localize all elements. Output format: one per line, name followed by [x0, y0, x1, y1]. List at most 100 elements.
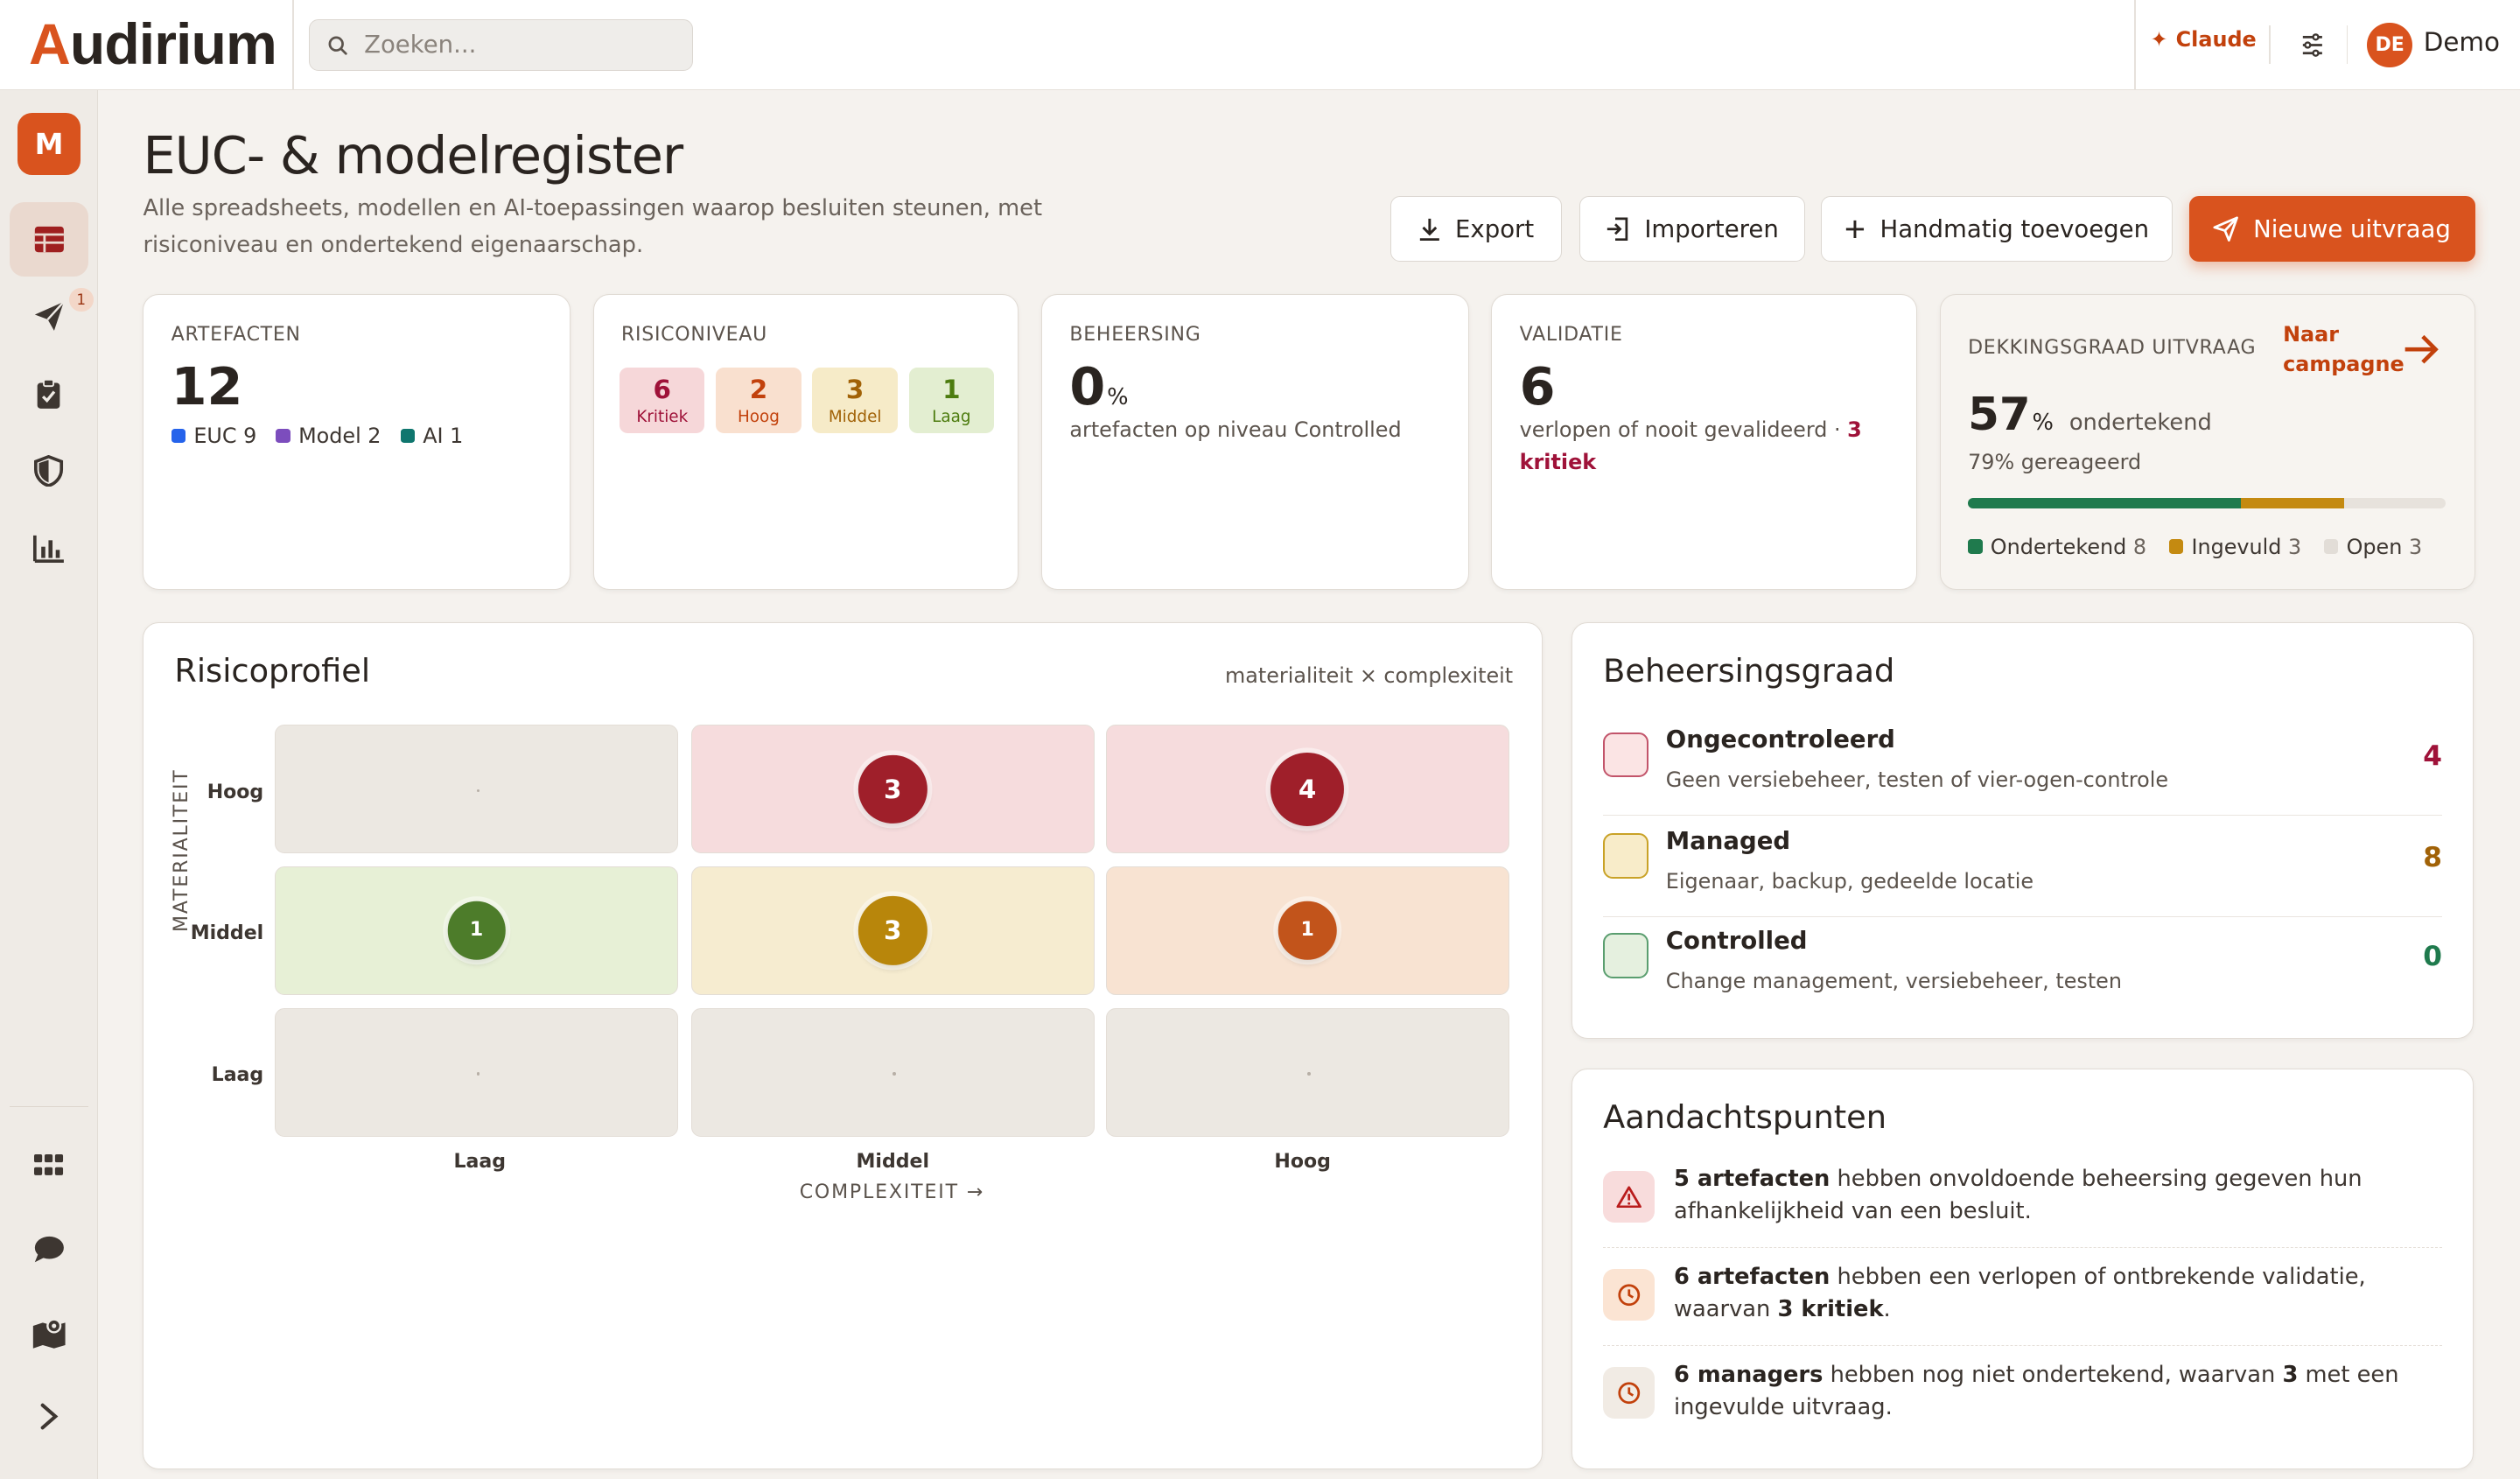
kpi-label: VALIDATIE	[1519, 324, 1623, 347]
claude-button[interactable]: ✦ Claude	[2151, 27, 2257, 52]
settings-sliders-icon[interactable]	[2301, 31, 2324, 66]
kpi-validation[interactable]: VALIDATIE 6 verlopen of nooit gevalideer…	[1491, 294, 1918, 591]
attention-text: 6 artefacten hebben een verlopen of ontb…	[1673, 1263, 2366, 1322]
map-icon	[32, 1318, 66, 1349]
page-subtitle: Alle spreadsheets, modellen en AI-toepas…	[143, 194, 1043, 258]
level-name: Managed	[1665, 827, 1791, 856]
clock-icon	[1603, 1269, 1655, 1321]
attention-item[interactable]: 6 artefacten hebben een verlopen of ontb…	[1603, 1261, 2442, 1347]
divider	[2134, 0, 2136, 90]
table-icon	[34, 226, 64, 253]
matrix-cell	[275, 1007, 679, 1137]
clock-icon	[1603, 1367, 1655, 1419]
new-request-button[interactable]: Nieuwe uitvraag	[2188, 196, 2475, 263]
control-level-row[interactable]: Ongecontroleerd Geen versiebeheer, teste…	[1603, 716, 2442, 817]
column-label: Hoog	[1274, 1151, 1331, 1174]
chat-icon	[34, 1236, 64, 1262]
sidebar-expand[interactable]	[10, 1379, 88, 1453]
level-description: Geen versiebeheer, testen of vier-ogen-c…	[1665, 768, 2169, 793]
control-level-row[interactable]: Managed Eigenaar, backup, gedeelde locat…	[1603, 817, 2442, 917]
level-description: Change management, versiebeheer, testen	[1665, 968, 2122, 993]
kpi-control[interactable]: BEHEERSING 0% artefacten op niveau Contr…	[1041, 294, 1469, 591]
coverage-legend: Ondertekend 8 Ingevuld 3 Open 3	[1968, 535, 2422, 559]
user-avatar[interactable]: DE	[2367, 22, 2412, 68]
import-icon	[1607, 217, 1628, 242]
shield-icon	[34, 454, 64, 487]
chevron-right-icon	[40, 1403, 59, 1429]
empty-marker	[476, 1072, 480, 1076]
risk-pill-low[interactable]: 1 Laag	[908, 367, 995, 434]
kpi-label: BEHEERSING	[1069, 324, 1201, 347]
risk-pill-high[interactable]: 2 Hoog	[716, 367, 802, 434]
search-input[interactable]	[364, 25, 678, 64]
coverage-progress-bar	[1968, 497, 2446, 509]
divider	[2346, 25, 2348, 65]
sidebar-item-apps[interactable]	[10, 1128, 88, 1202]
risk-pills: 6 Kritiek 2 Hoog 3 Middel 1 Laag	[620, 367, 995, 434]
risk-pill-medium[interactable]: 3 Middel	[812, 367, 898, 434]
kpi-value: 6	[1519, 355, 1556, 417]
artefact-breakdown: EUC 9 Model 2 AI 1	[171, 424, 463, 448]
sidebar-item-chat[interactable]	[10, 1212, 88, 1286]
sidebar-item-security[interactable]	[10, 434, 88, 508]
clipboard-check-icon	[38, 378, 60, 409]
import-button[interactable]: Importeren	[1579, 196, 1805, 263]
panel-title: Risicoprofiel	[174, 651, 371, 690]
filled-legend: Ingevuld 3	[2168, 535, 2301, 559]
matrix-bubble[interactable]: 1	[447, 901, 506, 960]
matrix-bubble[interactable]: 1	[1278, 901, 1337, 960]
matrix-bubble[interactable]: 4	[1270, 752, 1345, 826]
row-label: Hoog	[206, 781, 264, 803]
risk-pill-critical[interactable]: 6 Kritiek	[620, 367, 705, 434]
coverage-value: 57% ondertekend	[1968, 388, 2212, 441]
kpi-artefacts[interactable]: ARTEFACTEN 12 EUC 9 Model 2 AI 1	[143, 294, 570, 591]
matrix-cell	[1105, 1007, 1509, 1137]
empty-marker	[892, 1072, 896, 1076]
attention-item[interactable]: 6 managers hebben nog niet ondertekend, …	[1603, 1359, 2442, 1444]
search-box[interactable]	[308, 19, 693, 71]
new-request-label: Nieuwe uitvraag	[2253, 214, 2451, 243]
add-manual-button[interactable]: Handmatig toevoegen	[1820, 196, 2174, 263]
sidebar-item-tasks[interactable]	[10, 357, 88, 431]
paper-plane-icon	[2213, 216, 2239, 242]
sidebar-item-reports[interactable]	[10, 511, 88, 585]
matrix-bubble[interactable]: 3	[858, 896, 928, 965]
divider	[2269, 25, 2272, 65]
euc-legend: EUC 9	[171, 424, 256, 448]
panel-title: Beheersingsgraad	[1603, 651, 1895, 690]
app-logo[interactable]: Audirium	[29, 11, 277, 77]
attention-item[interactable]: 5 artefacten hebben onvoldoende beheersi…	[1603, 1163, 2442, 1249]
level-name: Ongecontroleerd	[1665, 725, 1895, 754]
workspace-badge[interactable]: M	[18, 112, 80, 176]
level-count: 0	[2423, 941, 2442, 973]
sidebar-item-map[interactable]	[10, 1295, 88, 1369]
column-label: Laag	[453, 1151, 506, 1174]
axis-note: materialiteit × complexiteit	[1225, 662, 1514, 688]
paper-plane-icon	[34, 301, 65, 332]
kpi-value: 12	[171, 355, 243, 417]
download-icon	[1419, 218, 1439, 242]
row-label: Middel	[190, 922, 264, 945]
sidebar-item-register[interactable]	[10, 202, 88, 277]
level-name: Controlled	[1665, 926, 1808, 955]
sidebar-item-requests[interactable]: 1	[10, 280, 94, 354]
campaign-link[interactable]: Naar campagne	[2283, 322, 2404, 376]
panel-title: Aandachtspunten	[1603, 1098, 1886, 1137]
model-legend: Model 2	[276, 424, 381, 448]
level-count: 8	[2423, 841, 2442, 873]
control-level-row[interactable]: Controlled Change management, versiebehe…	[1603, 917, 2442, 1017]
export-button[interactable]: Export	[1390, 196, 1563, 263]
kpi-risk-level[interactable]: RISICONIVEAU 6 Kritiek 2 Hoog 3 Middel 1 Laa…	[592, 294, 1019, 591]
open-legend: Open 3	[2323, 535, 2422, 559]
row-label: Laag	[211, 1063, 264, 1086]
matrix-cell	[690, 1007, 1095, 1137]
progress-signed	[1968, 497, 2242, 509]
import-label: Importeren	[1644, 214, 1779, 243]
arrow-right-icon[interactable]	[2402, 332, 2440, 367]
user-name[interactable]: Demo	[2423, 27, 2501, 58]
kpi-coverage[interactable]: DEKKINGSGRAAD UITVRAAG Naar campagne 57%…	[1939, 294, 2475, 591]
level-swatch	[1603, 732, 1648, 778]
sidebar-divider	[10, 1105, 88, 1108]
sparkle-icon: ✦	[2150, 27, 2168, 53]
matrix-bubble[interactable]: 3	[858, 754, 928, 824]
